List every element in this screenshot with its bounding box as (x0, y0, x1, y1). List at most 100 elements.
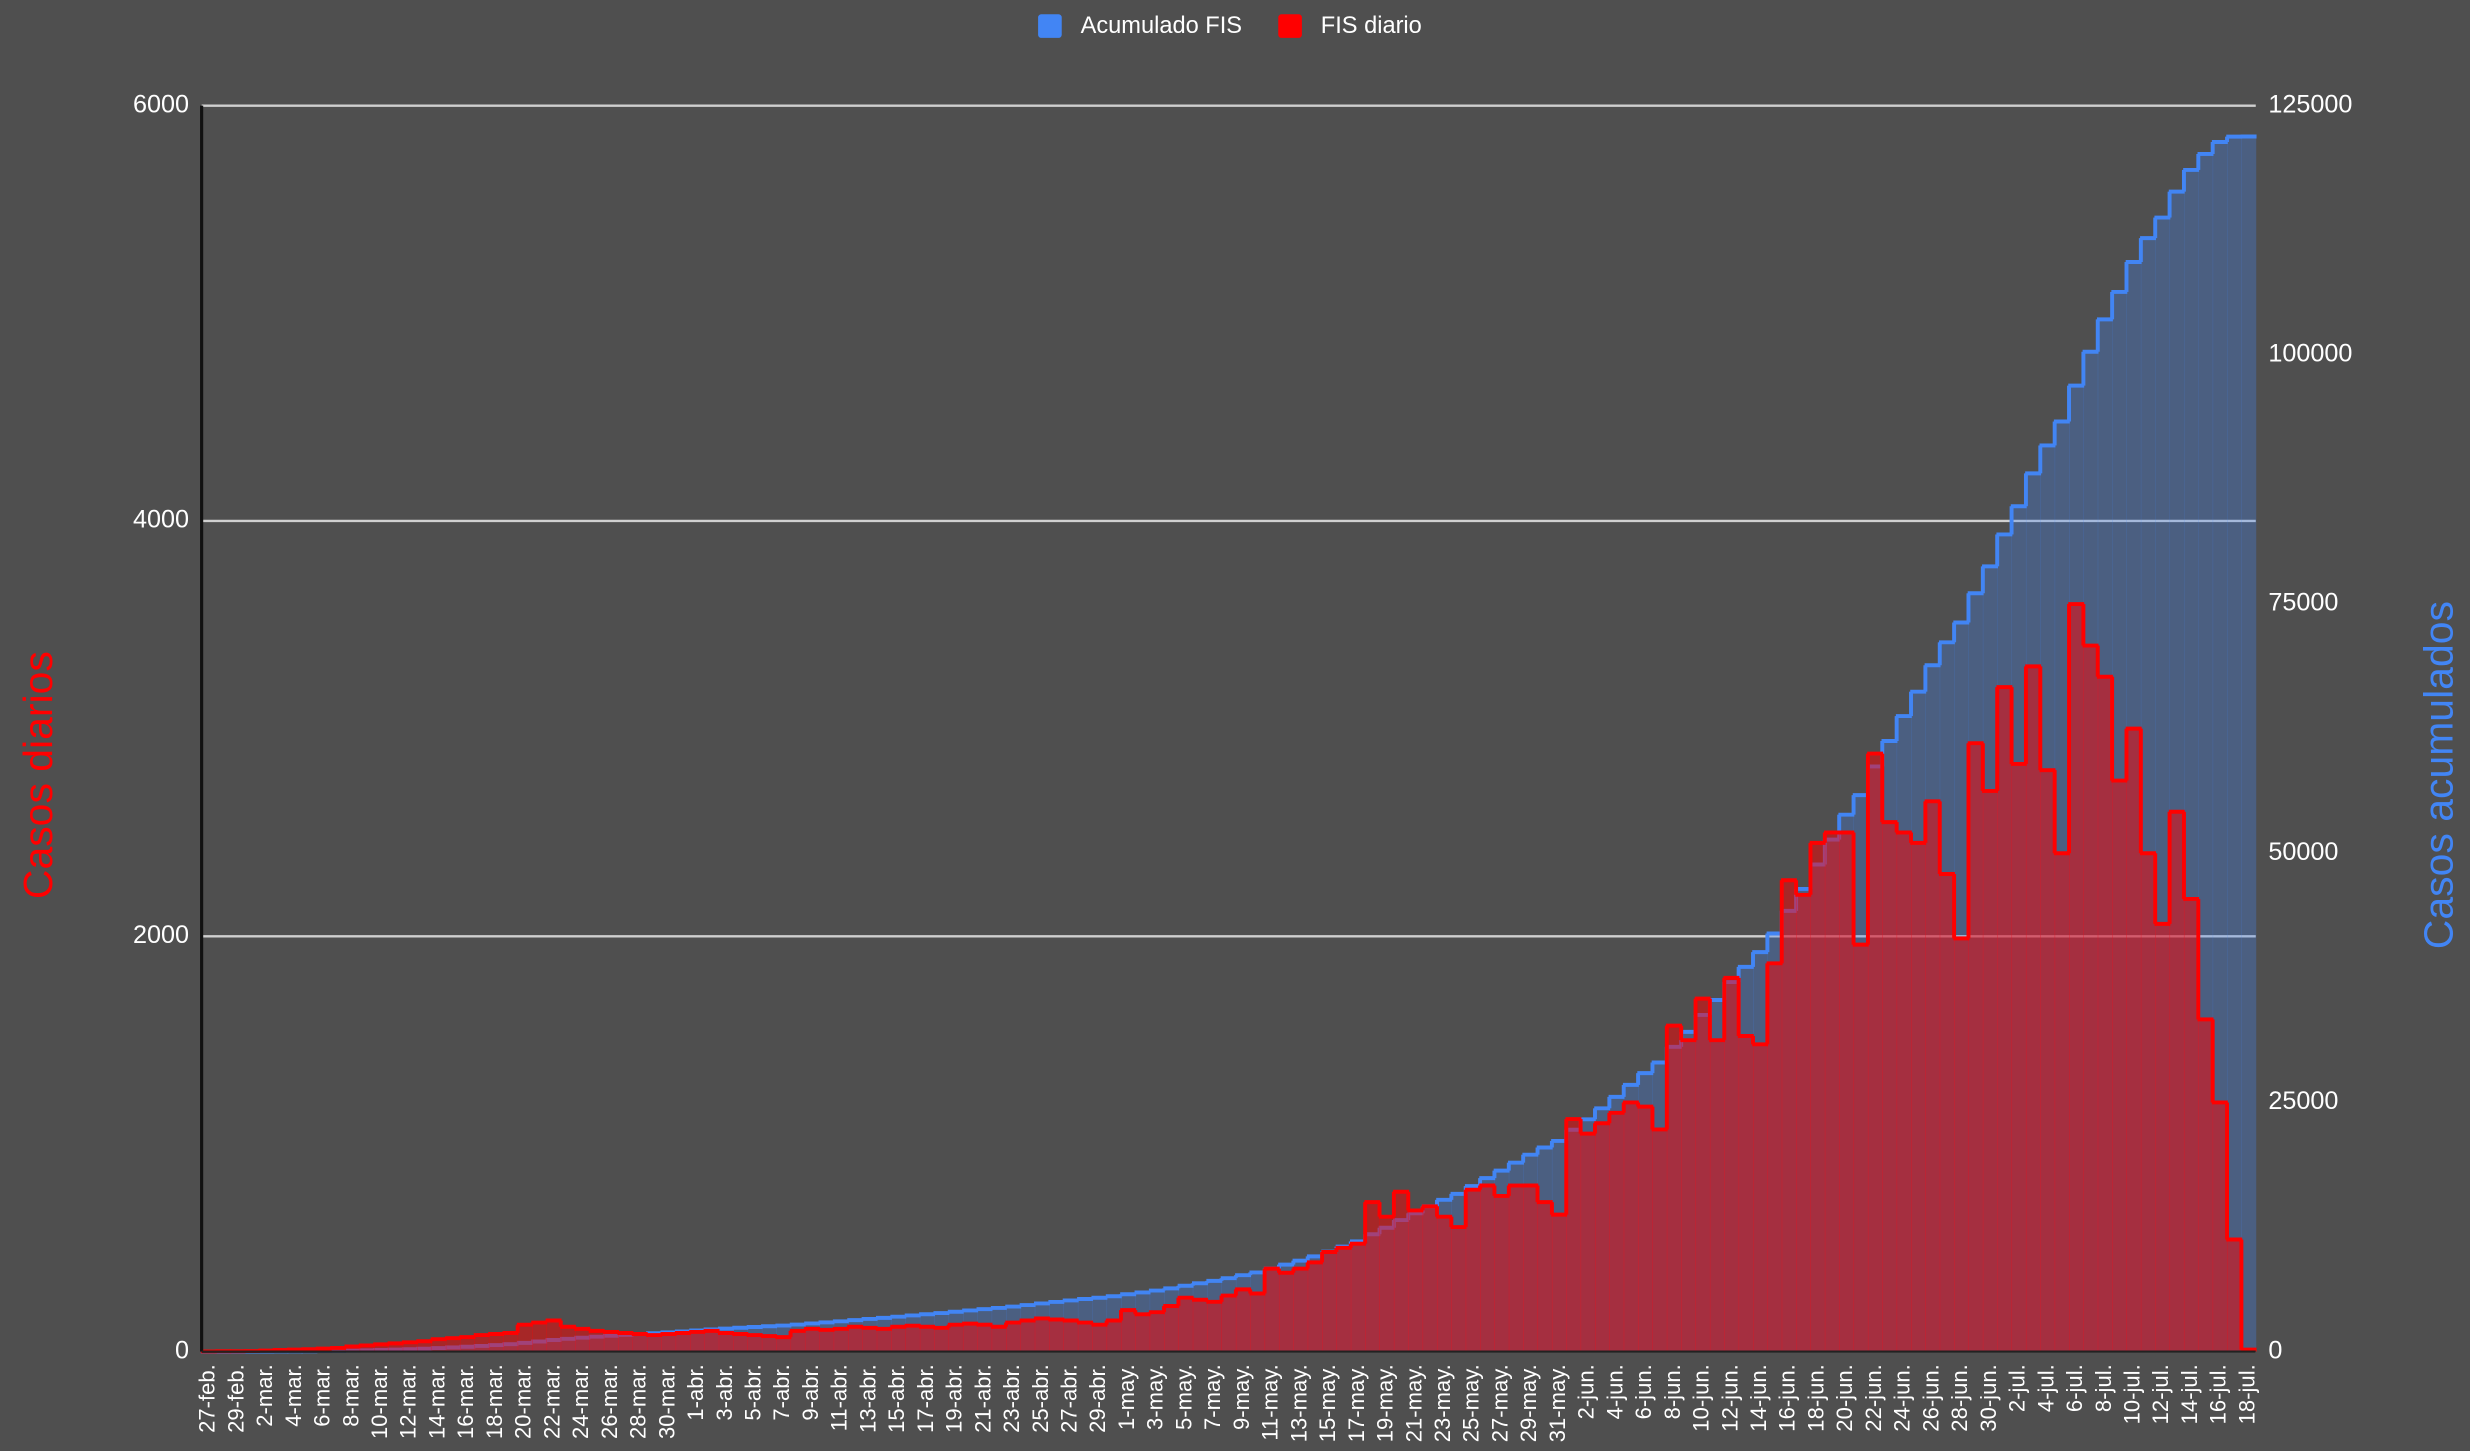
area-step (661, 1334, 677, 1352)
x-tick-label: 6-mar. (310, 1364, 335, 1426)
y2-tick-label: 0 (2268, 1336, 2282, 1364)
area-step (460, 1337, 476, 1352)
area-step (2169, 811, 2185, 1352)
x-tick-label: 16-mar. (453, 1364, 478, 1439)
area-step (790, 1330, 806, 1352)
area-step (761, 1336, 777, 1352)
area-step (1954, 938, 1969, 1352)
x-tick-label: 7-may. (1200, 1364, 1225, 1430)
x-tick-label: 6-jul. (2062, 1364, 2087, 1412)
area-step (1020, 1320, 1036, 1352)
area-step (905, 1325, 921, 1352)
x-tick-label: 20-jun. (1832, 1364, 1857, 1431)
area-step (2227, 1239, 2242, 1352)
area-step (2126, 728, 2142, 1352)
area-step (2227, 136, 2242, 1352)
area-step (1638, 1106, 1653, 1352)
area-step (2097, 676, 2113, 1352)
area-step (1092, 1324, 1108, 1352)
y-tick-label: 2000 (133, 921, 189, 949)
area-step (1681, 1040, 1697, 1352)
area-step (1149, 1312, 1165, 1352)
area-step (1336, 1247, 1352, 1352)
area-step (1221, 1295, 1237, 1352)
x-tick-label: 11-may. (1258, 1364, 1283, 1440)
area-step (2054, 853, 2070, 1352)
area-step (776, 1337, 792, 1352)
x-tick-label: 21-abr. (970, 1364, 995, 1433)
area-step (1968, 743, 1984, 1352)
area-step (747, 1335, 763, 1352)
x-tick-label: 2-jul. (2005, 1364, 2030, 1412)
area-step (1250, 1293, 1266, 1352)
area-step (1882, 822, 1898, 1352)
area-step (388, 1343, 404, 1352)
area-step (1207, 1301, 1222, 1352)
area-step (445, 1338, 461, 1352)
y-tick-label: 4000 (133, 506, 189, 534)
area-step (1063, 1320, 1079, 1352)
area-step (1235, 1289, 1251, 1352)
x-tick-label: 26-jun. (1918, 1364, 1943, 1431)
area-step (2112, 780, 2127, 1352)
area-step (1006, 1322, 1021, 1352)
x-tick-label: 23-may. (1430, 1364, 1455, 1442)
x-tick-label: 10-jun. (1689, 1364, 1714, 1431)
area-step (2241, 136, 2257, 1352)
x-tick-label: 8-jun. (1660, 1364, 1685, 1419)
area-step (2025, 666, 2041, 1352)
area-step (1753, 1044, 1768, 1352)
area-step (546, 1320, 562, 1352)
x-tick-label: 28-mar. (626, 1364, 651, 1439)
area-step (1652, 1129, 1668, 1352)
area-step (1551, 1214, 1567, 1352)
x-tick-label: 27-abr. (1057, 1364, 1082, 1433)
y2-tick-label: 50000 (2268, 838, 2338, 866)
area-step (2040, 770, 2056, 1352)
area-step (1135, 1314, 1151, 1352)
x-tick-label: 28-jun. (1947, 1364, 1972, 1431)
y-tick-label: 6000 (133, 90, 189, 118)
area-step (1034, 1318, 1050, 1352)
area-step (1293, 1268, 1309, 1352)
area-step (1422, 1206, 1438, 1352)
area-step (1120, 1310, 1136, 1352)
area-step (675, 1332, 691, 1352)
y2-tick-label: 75000 (2268, 589, 2338, 617)
area-step (1925, 801, 1941, 1352)
area-step (2212, 1102, 2228, 1352)
area-step (962, 1323, 978, 1352)
x-tick-label: 15-abr. (884, 1364, 909, 1433)
axes: 0 2000 4000 6000 0 25000 50000 75000 100000 12500… (133, 90, 2352, 1442)
y-axis-title: Casos diarios (15, 651, 61, 899)
area-step (2069, 604, 2084, 1352)
area-step (804, 1328, 820, 1352)
x-tick-label: 9-abr. (798, 1364, 823, 1420)
area-step (718, 1332, 734, 1352)
area-step (1695, 998, 1711, 1352)
plot-area (200, 134, 2257, 1354)
area-step (2183, 898, 2199, 1352)
x-tick-label: 18-jul. (2234, 1364, 2259, 1424)
area-step (1853, 944, 1869, 1352)
x-tick-label: 4-jul. (2033, 1364, 2058, 1412)
x-tick-label: 2-jun. (1574, 1364, 1599, 1419)
area-step (1537, 1202, 1553, 1352)
area-step (919, 1326, 935, 1352)
area-step (1997, 687, 2013, 1352)
legend-swatch (1038, 14, 1062, 38)
x-tick-label: 25-abr. (1028, 1364, 1053, 1433)
area-step (876, 1328, 892, 1352)
area-step (1178, 1297, 1194, 1352)
x-tick-label: 6-jun. (1631, 1364, 1656, 1419)
area-step (1709, 1040, 1725, 1352)
area-step (848, 1326, 863, 1352)
x-tick-label: 5-may. (1171, 1364, 1196, 1430)
area-step (417, 1341, 432, 1352)
x-tick-label: 2-mar. (252, 1364, 277, 1426)
area-step (833, 1328, 849, 1352)
area-step (1278, 1272, 1294, 1352)
area-step (618, 1332, 634, 1352)
x-tick-label: 12-mar. (396, 1364, 421, 1439)
